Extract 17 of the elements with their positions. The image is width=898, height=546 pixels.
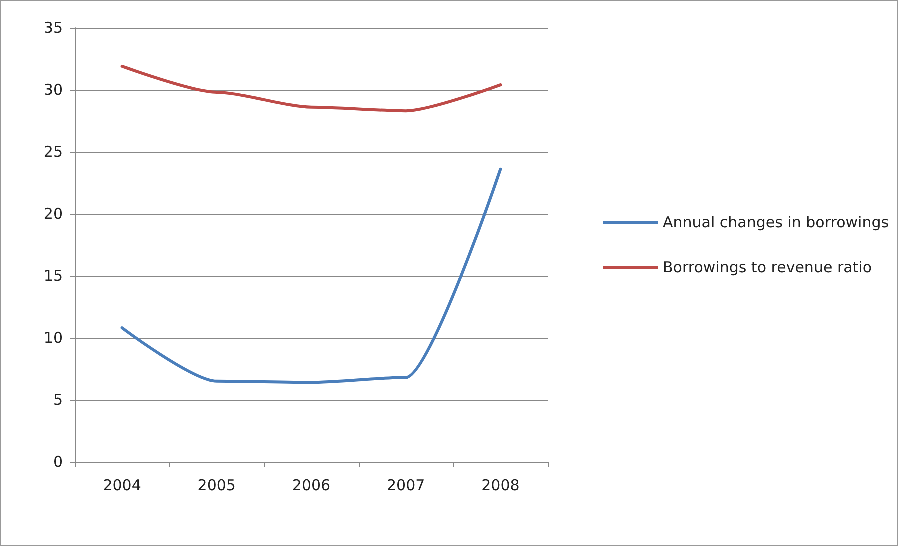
- y-tick-label: 30: [44, 81, 63, 99]
- x-tick-label: 2006: [292, 476, 331, 494]
- x-tick-label: 2008: [482, 476, 520, 494]
- y-tick-label: 15: [44, 267, 63, 285]
- y-tick-label: 5: [53, 391, 63, 409]
- y-tick-label: 10: [44, 329, 63, 347]
- line-series: [120, 168, 502, 384]
- x-tick-label: 2004: [103, 476, 142, 494]
- line-series: [120, 64, 502, 113]
- legend-label: Borrowings to revenue ratio: [663, 258, 872, 276]
- y-tick-label: 35: [44, 19, 63, 37]
- y-tick-label: 20: [44, 205, 63, 223]
- x-tick-label: 2005: [198, 476, 236, 494]
- y-tick-label: 0: [53, 453, 63, 471]
- legend-label: Annual changes in borrowings: [663, 214, 890, 232]
- x-tick-label: 2007: [387, 476, 426, 494]
- y-tick-label: 25: [44, 143, 63, 161]
